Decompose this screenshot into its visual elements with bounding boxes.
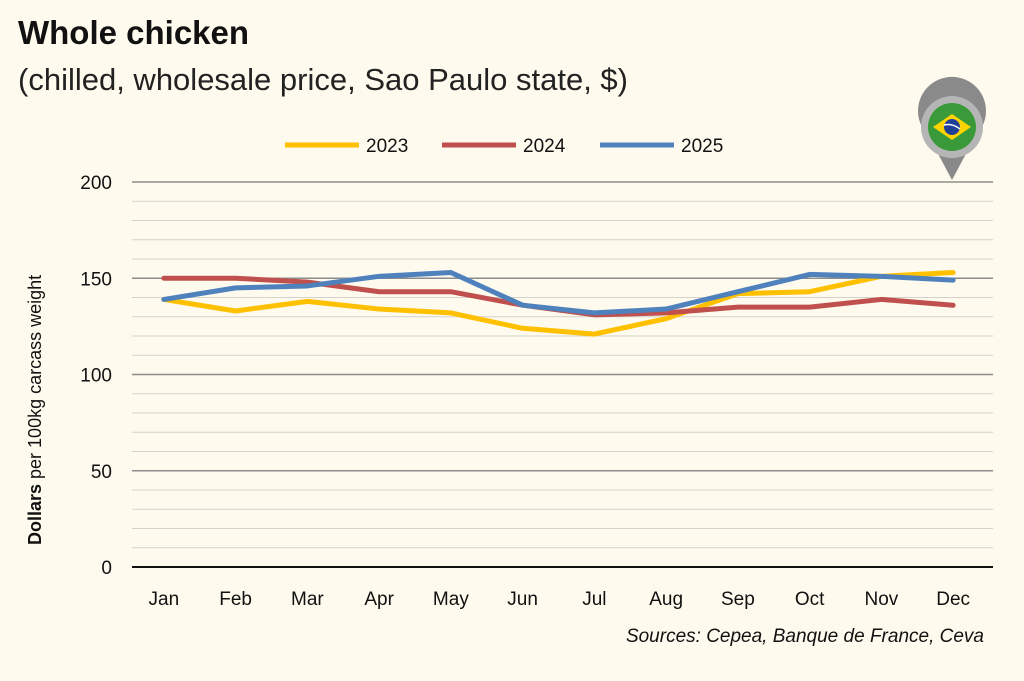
x-tick-label: Aug (649, 589, 683, 610)
series-line-2023 (161, 269, 956, 337)
x-tick-label: Mar (291, 589, 324, 610)
series-line-2025 (161, 269, 956, 316)
x-tick-label: Feb (219, 589, 252, 610)
y-tick-label: 0 (101, 558, 112, 579)
y-tick-label: 50 (91, 462, 112, 483)
y-tick-label: 200 (80, 173, 112, 194)
chart-title: Whole chicken (18, 14, 250, 51)
legend-label-2025: 2025 (681, 136, 723, 157)
x-tick-label: Oct (795, 589, 825, 610)
legend-label-2023: 2023 (366, 136, 408, 157)
x-tick-label: Jan (149, 589, 180, 610)
legend-label-2024: 2024 (523, 136, 566, 157)
x-tick-label: Nov (864, 589, 898, 610)
chart-subtitle: (chilled, wholesale price, Sao Paulo sta… (18, 62, 628, 97)
y-axis-label: Dollars per 100kg carcass weight (25, 275, 45, 545)
brazil-flag-map-pin-icon (918, 76, 986, 181)
x-tick-label: Dec (936, 589, 970, 610)
x-tick-label: Jul (582, 589, 606, 610)
x-tick-label: Jun (507, 589, 538, 610)
x-tick-label: May (433, 589, 469, 610)
source-note: Sources: Cepea, Banque de France, Ceva (625, 626, 984, 647)
x-tick-label: Apr (364, 589, 394, 610)
x-tick-label: Sep (721, 589, 755, 610)
y-tick-label: 100 (80, 366, 112, 387)
y-tick-label: 150 (80, 269, 112, 290)
